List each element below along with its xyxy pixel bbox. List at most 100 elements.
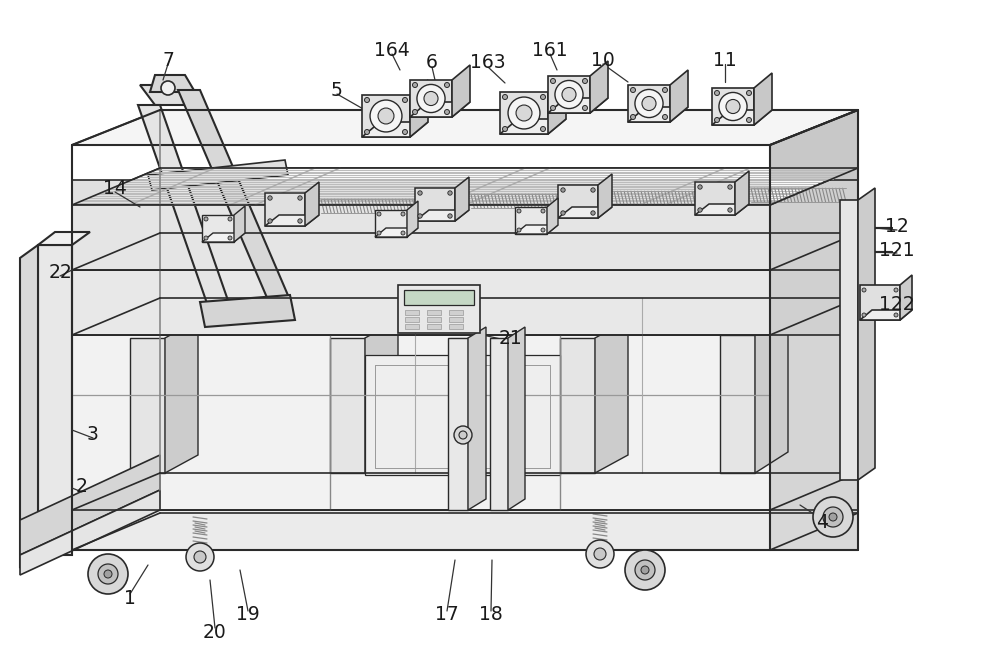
Polygon shape	[558, 207, 612, 218]
Text: 164: 164	[374, 40, 410, 59]
Polygon shape	[548, 76, 590, 113]
Polygon shape	[448, 338, 468, 510]
Polygon shape	[305, 182, 319, 226]
Circle shape	[194, 551, 206, 563]
Polygon shape	[200, 295, 295, 327]
Circle shape	[862, 313, 866, 317]
Polygon shape	[362, 122, 428, 137]
Circle shape	[728, 208, 732, 212]
Polygon shape	[330, 338, 365, 473]
Circle shape	[591, 188, 595, 192]
Circle shape	[541, 228, 545, 232]
Polygon shape	[72, 270, 770, 335]
Text: 12: 12	[885, 218, 909, 237]
Circle shape	[459, 431, 467, 439]
Polygon shape	[410, 102, 470, 117]
Polygon shape	[455, 177, 469, 221]
Circle shape	[448, 191, 452, 195]
Circle shape	[204, 236, 208, 240]
Circle shape	[104, 570, 112, 578]
Polygon shape	[695, 182, 735, 215]
Polygon shape	[410, 80, 452, 117]
Circle shape	[894, 288, 898, 292]
Polygon shape	[72, 168, 858, 205]
Circle shape	[413, 110, 418, 115]
Polygon shape	[130, 338, 165, 473]
Text: 2: 2	[76, 477, 88, 497]
Polygon shape	[735, 171, 749, 215]
Circle shape	[862, 288, 866, 292]
Circle shape	[746, 91, 752, 95]
Polygon shape	[202, 215, 234, 242]
Polygon shape	[234, 206, 245, 242]
Polygon shape	[375, 228, 418, 237]
Polygon shape	[20, 455, 160, 555]
Polygon shape	[770, 168, 858, 270]
Circle shape	[418, 191, 422, 195]
Text: 22: 22	[48, 263, 72, 282]
Polygon shape	[165, 320, 198, 473]
Polygon shape	[178, 90, 290, 300]
Text: 11: 11	[713, 50, 737, 70]
Circle shape	[635, 560, 655, 580]
Circle shape	[204, 217, 208, 221]
Circle shape	[698, 208, 702, 212]
Polygon shape	[548, 98, 608, 113]
Polygon shape	[150, 75, 195, 92]
Polygon shape	[754, 73, 772, 125]
Text: 18: 18	[479, 604, 503, 623]
Polygon shape	[449, 317, 463, 322]
Circle shape	[402, 130, 408, 134]
Polygon shape	[558, 185, 598, 218]
Circle shape	[503, 95, 508, 100]
Polygon shape	[407, 201, 418, 237]
Circle shape	[298, 196, 302, 200]
Text: 7: 7	[162, 50, 174, 70]
Circle shape	[161, 81, 175, 95]
Text: 122: 122	[879, 295, 915, 314]
Polygon shape	[468, 327, 486, 510]
Circle shape	[823, 507, 843, 527]
Circle shape	[894, 313, 898, 317]
Polygon shape	[410, 80, 428, 137]
Circle shape	[714, 117, 720, 123]
Polygon shape	[72, 298, 858, 335]
Polygon shape	[427, 324, 441, 329]
Circle shape	[377, 231, 381, 235]
Circle shape	[591, 211, 595, 215]
Polygon shape	[404, 290, 474, 305]
Polygon shape	[265, 215, 319, 226]
Circle shape	[401, 212, 405, 216]
Polygon shape	[631, 562, 659, 578]
Polygon shape	[375, 210, 407, 237]
Circle shape	[631, 87, 636, 93]
Text: 21: 21	[498, 329, 522, 348]
Circle shape	[642, 96, 656, 111]
Polygon shape	[598, 174, 612, 218]
Circle shape	[186, 543, 214, 571]
Polygon shape	[500, 92, 548, 134]
Polygon shape	[398, 285, 480, 333]
Polygon shape	[860, 285, 900, 320]
Circle shape	[413, 83, 418, 87]
Circle shape	[417, 85, 445, 113]
Polygon shape	[770, 233, 858, 335]
Polygon shape	[72, 335, 770, 510]
Circle shape	[550, 78, 556, 83]
Circle shape	[550, 106, 556, 110]
Circle shape	[586, 540, 614, 568]
Circle shape	[541, 209, 545, 213]
Circle shape	[448, 214, 452, 218]
Circle shape	[98, 564, 118, 584]
Polygon shape	[72, 180, 770, 205]
Polygon shape	[405, 317, 419, 322]
Polygon shape	[712, 110, 772, 125]
Polygon shape	[20, 245, 38, 568]
Polygon shape	[858, 188, 875, 480]
Circle shape	[508, 97, 540, 129]
Circle shape	[561, 211, 565, 215]
Circle shape	[594, 548, 606, 560]
Circle shape	[635, 89, 663, 117]
Circle shape	[625, 550, 665, 590]
Polygon shape	[548, 77, 566, 134]
